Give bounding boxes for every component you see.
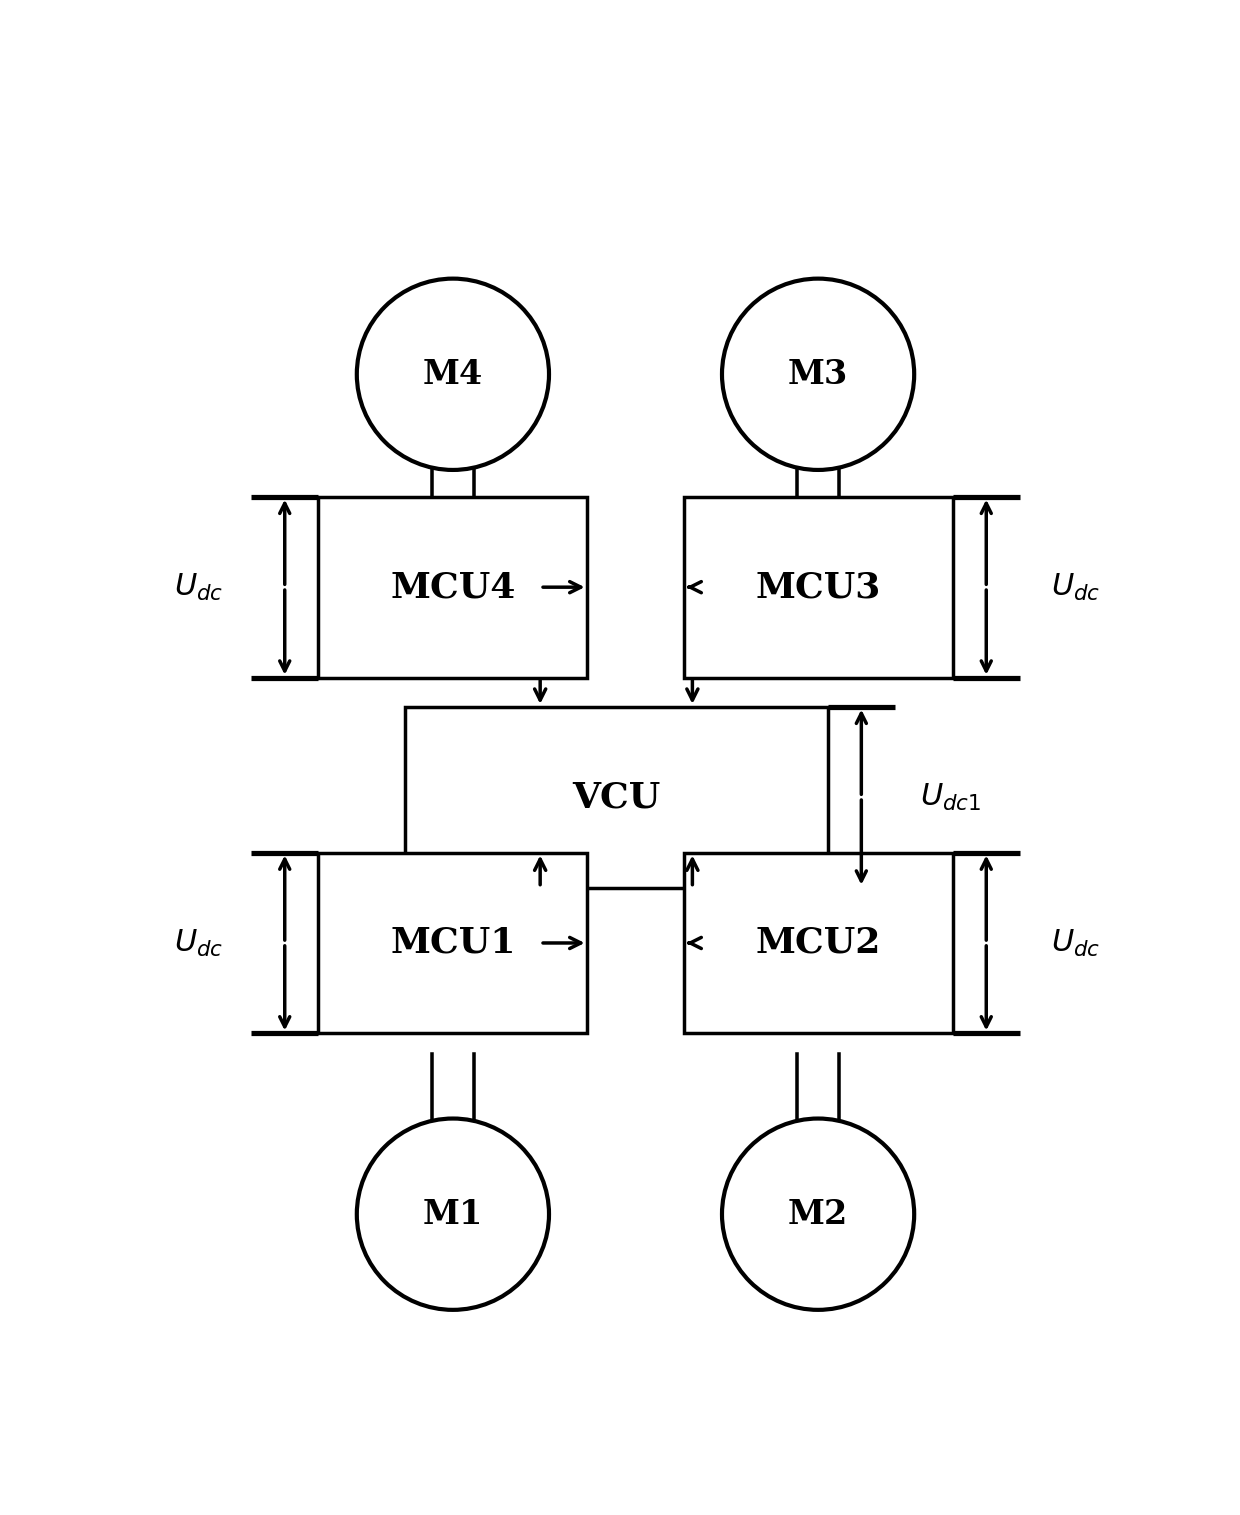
Text: $U_{dc}$: $U_{dc}$: [174, 927, 223, 959]
Text: $U_{dc1}$: $U_{dc1}$: [920, 782, 981, 812]
Text: M3: M3: [787, 358, 848, 391]
Bar: [404, 706, 828, 888]
Text: $U_{dc}$: $U_{dc}$: [1052, 927, 1100, 959]
Ellipse shape: [722, 1118, 914, 1310]
Text: $U_{dc}$: $U_{dc}$: [174, 571, 223, 603]
Text: MCU3: MCU3: [755, 570, 880, 604]
Text: VCU: VCU: [572, 780, 661, 814]
Bar: [319, 853, 588, 1033]
Ellipse shape: [722, 279, 914, 470]
Bar: [683, 497, 952, 677]
Bar: [319, 497, 588, 677]
Text: M4: M4: [423, 358, 484, 391]
Text: M1: M1: [423, 1198, 484, 1230]
Text: MCU1: MCU1: [391, 926, 516, 961]
Text: MCU4: MCU4: [391, 570, 516, 604]
Text: $U_{dc}$: $U_{dc}$: [1052, 571, 1100, 603]
Text: MCU2: MCU2: [755, 926, 880, 961]
Ellipse shape: [357, 1118, 549, 1310]
Bar: [683, 853, 952, 1033]
Text: M2: M2: [787, 1198, 848, 1230]
Ellipse shape: [357, 279, 549, 470]
